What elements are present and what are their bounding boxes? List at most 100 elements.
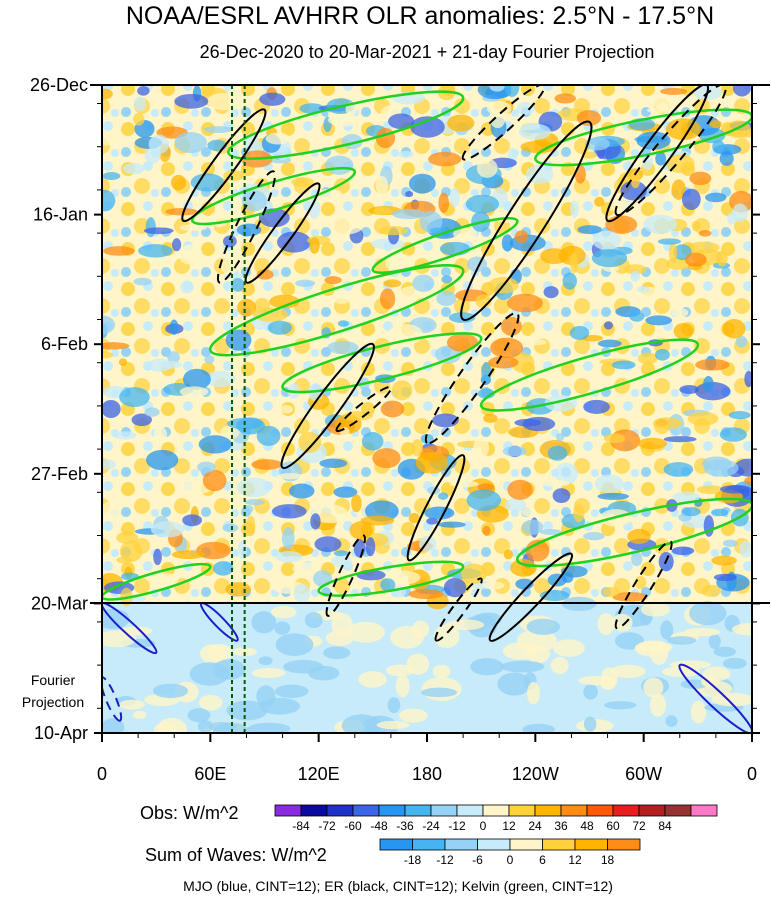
anomaly-blob: [696, 485, 725, 495]
anomaly-blob: [510, 558, 537, 577]
anomaly-blob: [503, 549, 513, 560]
colorbar-swatch: [326, 804, 354, 817]
projection-blob: [226, 700, 268, 721]
projection-blob: [689, 601, 727, 626]
anomaly-blob: [165, 208, 198, 216]
projection-blob: [187, 708, 211, 723]
anomaly-blob: [641, 153, 653, 171]
projection-blob: [649, 693, 666, 717]
anomaly-blob: [292, 562, 318, 575]
anomaly-blob: [385, 253, 415, 273]
anomaly-blob: [118, 358, 128, 367]
anomaly-blob: [349, 521, 373, 540]
anomaly-blob: [138, 244, 173, 258]
anomaly-blob: [220, 257, 239, 275]
projection-label-line1: Fourier: [31, 672, 76, 688]
x-tick-label: 0: [747, 764, 757, 784]
anomaly-blob: [734, 458, 752, 477]
kelvin-contour: [281, 332, 483, 394]
colorbar-swatch: [612, 804, 640, 817]
anomaly-blob: [689, 171, 712, 186]
projection-blob: [197, 720, 214, 733]
anomaly-blob: [447, 114, 475, 132]
anomaly-blob: [298, 431, 322, 453]
projection-blob: [346, 621, 385, 643]
projection-blob: [247, 722, 291, 733]
anomaly-blob: [220, 425, 240, 440]
projection-blob: [390, 625, 424, 649]
anomaly-blob: [371, 238, 405, 250]
anomaly-blob: [236, 223, 262, 237]
anomaly-blob: [116, 556, 133, 564]
anomaly-blob: [222, 523, 239, 533]
anomaly-blob: [603, 433, 626, 444]
colorbar-swatch: [378, 804, 406, 817]
colorbar-swatch: [664, 804, 692, 817]
anomaly-blob: [461, 563, 487, 584]
anomaly-blob: [203, 126, 233, 133]
projection-blob: [189, 662, 230, 686]
anomaly-blob: [539, 479, 570, 487]
anomaly-blob: [591, 249, 628, 268]
y-axis: 26-Dec 16-Jan 6-Feb 27-Feb 20-Mar 10-Apr: [30, 75, 760, 743]
projection-blob: [406, 653, 430, 675]
anomaly-blob: [569, 200, 579, 218]
projection-blob: [432, 664, 451, 679]
anomaly-blob: [383, 279, 402, 288]
anomaly-blob: [728, 411, 751, 420]
anomaly-blob: [569, 252, 579, 274]
projection-blob: [578, 675, 617, 686]
anomaly-blob: [333, 294, 351, 304]
anomaly-blob: [190, 173, 225, 192]
anomaly-blob: [102, 399, 121, 419]
projection-blob: [256, 685, 276, 708]
anomaly-blob: [146, 449, 179, 471]
colorbar-swatch: [534, 804, 562, 817]
anomaly-blob: [209, 210, 229, 228]
anomaly-blob: [179, 224, 208, 232]
anomaly-blob: [172, 238, 182, 252]
projection-blob: [152, 683, 189, 699]
projection-blob: [550, 656, 569, 675]
y-tick-label: 16-Jan: [33, 205, 88, 225]
projection-blob: [643, 677, 664, 698]
projection-blob: [722, 657, 747, 669]
anomaly-blob: [660, 87, 688, 95]
anomaly-blob: [597, 492, 629, 500]
anomaly-blob: [278, 473, 303, 480]
colorbar-tick-label: 36: [554, 819, 568, 833]
projection-blob: [341, 714, 382, 733]
anomaly-blob: [560, 565, 588, 578]
anomaly-blob: [319, 458, 348, 469]
anomaly-blob: [103, 246, 135, 256]
anomaly-blob: [703, 375, 714, 393]
anomaly-blob: [584, 137, 610, 151]
anomaly-blob: [213, 561, 234, 576]
anomaly-blob: [415, 452, 448, 474]
colorbar-swatch: [430, 804, 458, 817]
anomaly-blob: [182, 514, 202, 527]
kelvin-contour: [371, 216, 519, 274]
projection-blob: [156, 717, 188, 733]
plot-area: [102, 85, 752, 733]
colorbar-tick-label: -60: [344, 819, 362, 833]
projection-blob: [323, 646, 351, 660]
mjo-contour: [678, 663, 752, 733]
anomaly-blob: [171, 550, 206, 560]
anomaly-blob: [102, 88, 113, 100]
anomaly-blob: [687, 411, 719, 426]
projection-blob: [331, 612, 353, 637]
anomaly-blob: [630, 170, 641, 189]
anomaly-blob: [179, 386, 209, 397]
anomaly-blob: [419, 211, 443, 233]
projection-blob: [198, 694, 223, 711]
projection-blob: [708, 633, 721, 650]
anomaly-blob: [314, 536, 342, 553]
anomaly-blob: [711, 508, 729, 517]
er-contour: [244, 182, 321, 284]
anomaly-blob: [611, 360, 636, 370]
chart-subtitle: 26-Dec-2020 to 20-Mar-2021 + 21-day Four…: [200, 42, 655, 62]
anomaly-blob: [547, 445, 568, 461]
colorbar-tick-label: -12: [448, 819, 466, 833]
anomaly-blob: [275, 551, 303, 563]
